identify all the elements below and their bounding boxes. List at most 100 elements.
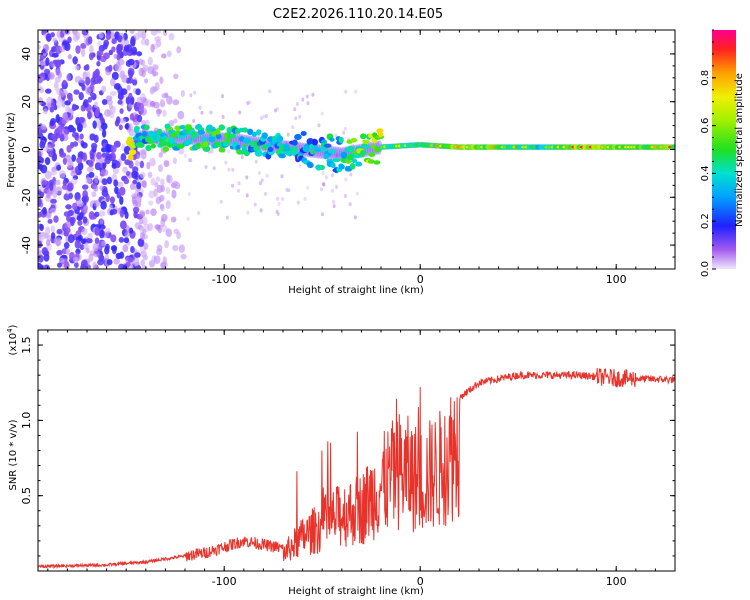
spectrogram-noise-blob (50, 225, 56, 234)
spectrogram-noise-blob (140, 259, 146, 267)
spectrogram-noise-blob (135, 88, 141, 96)
y-tick-label: -20 (20, 188, 33, 206)
spectrogram-noise-blob (54, 84, 60, 91)
spectrogram-noise-blob (54, 132, 61, 139)
spectrogram-noise-blob (165, 186, 171, 195)
spectrogram-noise-blob (147, 56, 153, 66)
spectrogram-noise-blob (227, 149, 231, 154)
spectrogram-noise-blob (38, 87, 45, 94)
spectrogram-noise-blob (106, 176, 113, 185)
spectrogram-blob (360, 149, 367, 156)
spectrogram-noise-blob (348, 202, 352, 207)
spectrogram-noise-blob (48, 150, 54, 158)
spectrogram-noise-blob (180, 253, 187, 260)
spectrogram-noise-blob (94, 175, 99, 184)
snr-scale-suffix: ) (8, 324, 19, 328)
spectrogram-noise-blob (64, 128, 70, 135)
spectrogram-noise-blob (253, 202, 257, 207)
spectrogram-noise-blob (94, 237, 100, 244)
spectrogram-noise-blob (65, 204, 72, 210)
spectrogram-blob (190, 132, 199, 140)
spectrogram-noise-blob (148, 190, 155, 199)
spectrogram-noise-blob (126, 84, 131, 91)
spectrogram-noise-blob (168, 33, 175, 41)
spectrogram-noise-blob (44, 68, 51, 75)
spectrogram-noise-blob (110, 78, 116, 87)
spectrogram-noise-blob (89, 44, 94, 54)
spectrogram-noise-blob (143, 242, 149, 250)
spectrogram-blob (201, 136, 208, 143)
spectrogram-noise-blob (355, 191, 359, 196)
spectrogram-noise-blob (94, 162, 102, 171)
spectrogram-noise-blob (88, 211, 95, 220)
spectrogram-noise-blob (38, 249, 42, 255)
spectrogram-noise-blob (38, 44, 42, 50)
spectrogram-noise-blob (124, 123, 129, 130)
spectrogram-noise-blob (123, 44, 130, 52)
spectrogram-noise-blob (265, 173, 269, 178)
spectrogram-noise-blob (55, 114, 60, 123)
spectrogram-noise-blob (134, 222, 141, 230)
spectrogram-noise-blob (103, 52, 110, 60)
spectrogram-noise-blob (334, 133, 338, 138)
spectrogram-noise-blob (133, 32, 140, 41)
spectrogram-noise-blob (117, 58, 125, 66)
spectrogram-noise-blob (119, 220, 127, 230)
spectrogram-noise-blob (125, 96, 131, 105)
spectrogram-noise-blob (344, 126, 347, 131)
spectrogram-noise-blob (237, 181, 241, 186)
spectrogram-noise-blob (63, 241, 70, 249)
spectrogram-blob (251, 131, 257, 137)
spectrogram-noise-blob (87, 232, 94, 239)
spectrogram-noise-blob (125, 261, 131, 268)
spectrogram-blob (254, 149, 263, 157)
spectrogram-noise-blob (100, 122, 108, 130)
spectrogram-noise-blob (50, 232, 56, 240)
spectrogram-noise-blob (162, 256, 167, 265)
spectrogram-blob (243, 149, 250, 157)
spectrogram-noise-blob (73, 89, 80, 95)
spectrogram-noise-blob (147, 222, 154, 232)
colorbar-gradient (712, 30, 736, 269)
spectrogram-noise-blob (49, 207, 57, 214)
spectrogram-noise-blob (77, 234, 83, 241)
spectrogram-noise-blob (147, 66, 155, 75)
spectrogram-noise-blob (39, 140, 46, 149)
spectrogram-noise-blob (53, 236, 59, 245)
spectrogram-noise-blob (124, 231, 130, 238)
x-tick-label: 100 (606, 273, 627, 286)
spectrogram-noise-blob (46, 239, 51, 247)
spectrogram-noise-blob (56, 228, 63, 235)
spectrogram-blob (222, 141, 231, 147)
spectrogram-noise-blob (128, 76, 133, 84)
spectrogram-noise-blob (335, 153, 339, 158)
spectrogram-noise-blob (89, 152, 95, 160)
spectrogram-noise-blob (131, 46, 138, 55)
spectrogram-noise-blob (38, 254, 44, 263)
y-tick-label: 1.0 (20, 412, 33, 430)
spectrogram-noise-blob (227, 167, 231, 172)
spectrogram-noise-blob (127, 257, 134, 263)
spectrogram-blob (276, 135, 284, 142)
spectrogram-noise-blob (159, 194, 165, 202)
spectrogram-noise-blob (38, 262, 42, 269)
spectrogram-noise-blob (115, 161, 121, 169)
spectrogram-noise-blob (167, 174, 173, 184)
spectrogram-noise-blob (164, 92, 169, 98)
spectrogram-noise-blob (129, 97, 135, 105)
spectrogram-noise-blob (147, 171, 153, 179)
spectrogram-noise-blob (260, 116, 263, 120)
spectrogram-noise-blob (87, 36, 93, 45)
spectrogram-noise-blob (44, 170, 52, 180)
spectrogram-noise-blob (62, 79, 67, 85)
spectrogram-noise-blob (139, 210, 146, 218)
spectrogram-blob (307, 162, 314, 169)
spectrogram-blob (137, 142, 145, 148)
spectrogram-noise-blob (63, 211, 71, 217)
spectrogram-noise-blob (117, 181, 124, 188)
spectrogram-noise-blob (76, 215, 82, 221)
spectrogram-noise-blob (210, 149, 214, 154)
spectrogram-noise-blob (95, 151, 102, 160)
spectrogram-noise-blob (105, 143, 111, 153)
